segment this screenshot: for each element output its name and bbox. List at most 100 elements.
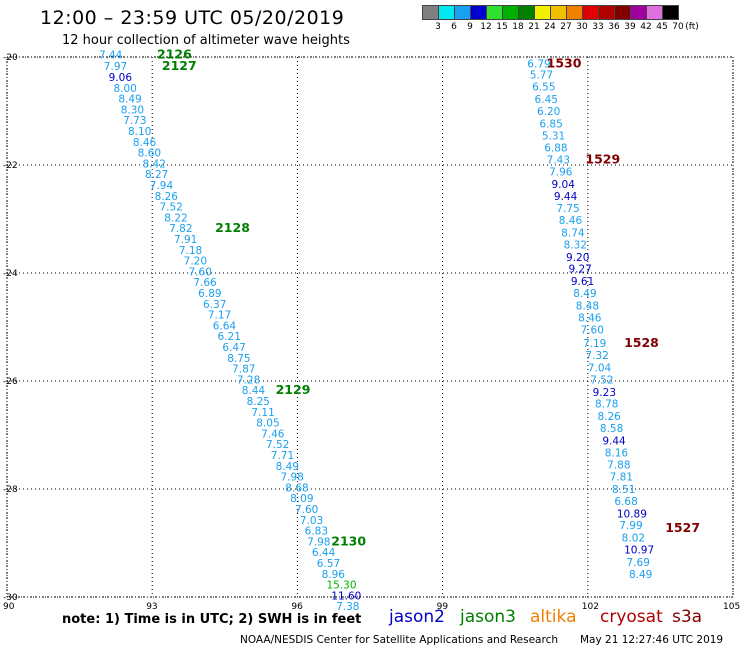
track-label: 2130 — [331, 533, 366, 548]
wave-height-value: 6.57 — [317, 558, 340, 570]
wave-height-value: 8.46 — [578, 312, 602, 324]
wave-height-value: 7.60 — [295, 504, 318, 516]
map-frame — [6, 56, 734, 598]
legend-unit: (ft) — [685, 22, 699, 32]
legend-labels: 3 6 9 12 15 18 21 24 27 30 33 36 39 42 45 70 (ft) — [422, 20, 699, 32]
lon-label: 96 — [291, 602, 303, 612]
wave-height-value: 7.66 — [193, 277, 217, 289]
wave-height-value: 8.16 — [605, 447, 629, 459]
satellite-s3a-label: s3a — [672, 607, 703, 627]
footer-note: note: 1) Time is in UTC; 2) SWH is in fe… — [62, 612, 362, 627]
wave-height-value: 8.49 — [573, 288, 596, 300]
legend-label: 12 — [480, 22, 492, 32]
wave-height-value: 7.11 — [251, 407, 274, 419]
wave-height-value: 6.89 — [198, 288, 221, 300]
lon-label: 93 — [146, 602, 157, 612]
wave-height-value: 6.79 — [527, 58, 550, 70]
page-subtitle: 12 hour collection of altimeter wave hei… — [62, 33, 350, 48]
wave-height-value: 8.74 — [561, 228, 585, 240]
wave-height-value: 6.83 — [305, 526, 328, 538]
legend-label: 45 — [656, 22, 668, 32]
wave-height-value: 5.31 — [542, 130, 565, 142]
wave-height-value: 7.96 — [549, 166, 573, 178]
wave-height-value: 6.85 — [539, 118, 562, 130]
wave-height-value: 9.61 — [571, 276, 594, 288]
wave-height-value: 8.48 — [576, 300, 599, 312]
wave-height-value: 8.60 — [138, 148, 161, 160]
wave-height-value: 6.55 — [532, 82, 555, 94]
wave-height-value: 8.96 — [322, 569, 346, 581]
wave-height-value: 7.69 — [627, 557, 650, 569]
wave-height-value: 8.49 — [276, 461, 299, 473]
wave-height-value: 8.75 — [227, 353, 250, 365]
wave-height-value: 7.73 — [123, 115, 146, 127]
wave-height-value: 6.45 — [535, 94, 558, 106]
wave-height-value: 5.77 — [530, 69, 553, 81]
wave-height-value: 8.30 — [121, 104, 144, 116]
satellite-jason3-label: jason3 — [460, 607, 516, 627]
wave-height-value: 7.87 — [232, 364, 255, 376]
wave-height-value: 8.46 — [133, 137, 157, 149]
lon-label: 99 — [437, 602, 449, 612]
wave-height-value: 7.03 — [300, 515, 323, 527]
legend-label: 33 — [592, 22, 604, 32]
color-legend: 3 6 9 12 15 18 21 24 27 30 33 36 39 42 45 70 (ft) — [422, 5, 699, 32]
wave-height-value: 8.05 — [256, 418, 279, 430]
track-label: 1528 — [624, 335, 659, 350]
lon-label: 90 — [3, 602, 15, 612]
wave-height-value: 8.26 — [155, 191, 179, 203]
wave-height-value: 7.20 — [184, 256, 207, 268]
lat-label: -20 — [3, 53, 18, 63]
lat-label: -30 — [3, 593, 18, 603]
wave-height-value: 8.49 — [629, 569, 652, 581]
wave-height-value: 8.46 — [559, 215, 583, 227]
track-label: 2129 — [276, 382, 311, 397]
wave-height-value: 10.89 — [617, 508, 647, 520]
wave-height-value: 7.43 — [547, 155, 570, 167]
legend-label: 3 — [435, 22, 441, 32]
wave-height-value: 10.97 — [624, 544, 654, 556]
satellite-cryosat-label: cryosat — [600, 607, 663, 627]
legend-color-bar — [422, 5, 679, 20]
wave-height-value: 7.52 — [590, 374, 613, 386]
wave-height-value: 8.10 — [128, 126, 151, 138]
wave-height-value: 7.88 — [607, 460, 630, 472]
wave-height-value: 8.26 — [597, 411, 621, 423]
wave-height-value: 7.44 — [99, 49, 123, 61]
footer-timestamp: May 21 12:27:46 UTC 2019 — [580, 634, 724, 646]
wave-height-value: 8.49 — [118, 94, 141, 106]
wave-height-value: 7.38 — [336, 601, 359, 613]
legend-label: 27 — [560, 22, 572, 32]
lon-label: 105 — [723, 602, 740, 612]
wave-height-value: 7.32 — [585, 350, 608, 362]
wave-height-value: 6.37 — [203, 299, 226, 311]
wave-height-value: 8.22 — [164, 212, 187, 224]
wave-height-value: 7.60 — [581, 325, 604, 337]
legend-label: 18 — [512, 22, 524, 32]
legend-label: 70 — [672, 22, 684, 32]
wave-height-value: 7.98 — [280, 472, 303, 484]
wave-height-value: 9.44 — [554, 191, 578, 203]
legend-label: 39 — [624, 22, 636, 32]
wave-height-value: 7.99 — [619, 520, 642, 532]
wave-height-value: 6.88 — [544, 143, 567, 155]
wave-height-value: 7.97 — [104, 61, 127, 73]
track-label: 1530 — [547, 55, 582, 70]
wave-height-value: 8.58 — [600, 423, 623, 435]
wave-height-value: 9.23 — [593, 387, 616, 399]
wave-height-value: 7.17 — [208, 310, 231, 322]
legend-label: 24 — [544, 22, 556, 32]
wave-height-value: 9.04 — [552, 179, 576, 191]
wave-height-value: 8.32 — [564, 239, 587, 251]
legend-label: 9 — [467, 22, 473, 32]
wave-height-value: 8.27 — [145, 169, 168, 181]
wave-height-value: 7.52 — [159, 202, 182, 214]
legend-label: 6 — [451, 22, 457, 32]
wave-height-value: 7.81 — [610, 472, 633, 484]
wave-height-value: 7.46 — [261, 428, 285, 440]
legend-swatch — [662, 5, 679, 20]
wave-height-value: 8.00 — [113, 83, 136, 95]
wave-height-value: 8.02 — [622, 533, 645, 545]
wave-height-value: 8.78 — [595, 399, 618, 411]
